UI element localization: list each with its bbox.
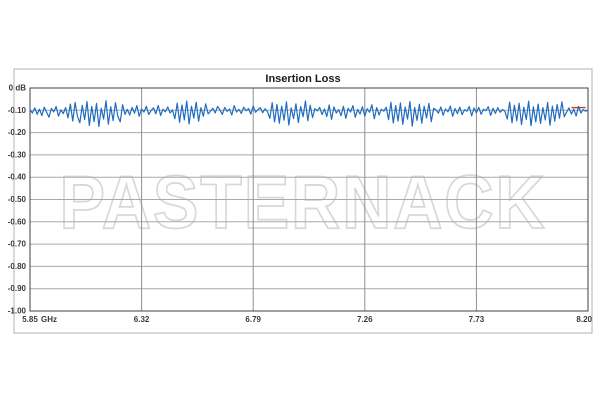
x-axis-unit-label: GHz (41, 315, 57, 324)
x-tick-label: 8.20 (576, 315, 592, 324)
y-tick-label: 0 dB (9, 84, 27, 93)
y-axis-labels: 0 dB -0.10 -0.20 -0.30 -0.40 -0.50 -0.60 -0.70 -… (8, 84, 27, 316)
x-tick-label: 7.26 (357, 315, 373, 324)
y-tick-label: -0.80 (8, 262, 27, 271)
y-tick-label: -0.10 (8, 106, 27, 115)
x-tick-label: 6.79 (245, 315, 261, 324)
y-tick-label: -1.00 (8, 307, 27, 316)
plot-area-border (29, 87, 589, 312)
plot-marks (29, 100, 589, 128)
y-tick-label: -0.50 (8, 195, 27, 204)
chart-title: Insertion Loss (265, 73, 340, 85)
watermark: PASTERNACK (60, 160, 547, 244)
x-axis-labels: 5.85 6.32 6.79 7.26 7.73 8.20 (22, 315, 592, 324)
gridlines (30, 88, 588, 311)
y-tick-label: -0.30 (8, 150, 27, 159)
y-tick-label: -0.70 (8, 240, 27, 249)
x-tick-label: 6.32 (134, 315, 150, 324)
y-tick-label: -0.90 (8, 284, 27, 293)
insertion-loss-trace (29, 100, 589, 128)
x-tick-label: 5.85 (22, 315, 38, 324)
y-tick-label: -0.20 (8, 128, 27, 137)
y-tick-label: -0.60 (8, 217, 27, 226)
x-tick-label: 7.73 (469, 315, 485, 324)
y-tick-label: -0.40 (8, 173, 27, 182)
